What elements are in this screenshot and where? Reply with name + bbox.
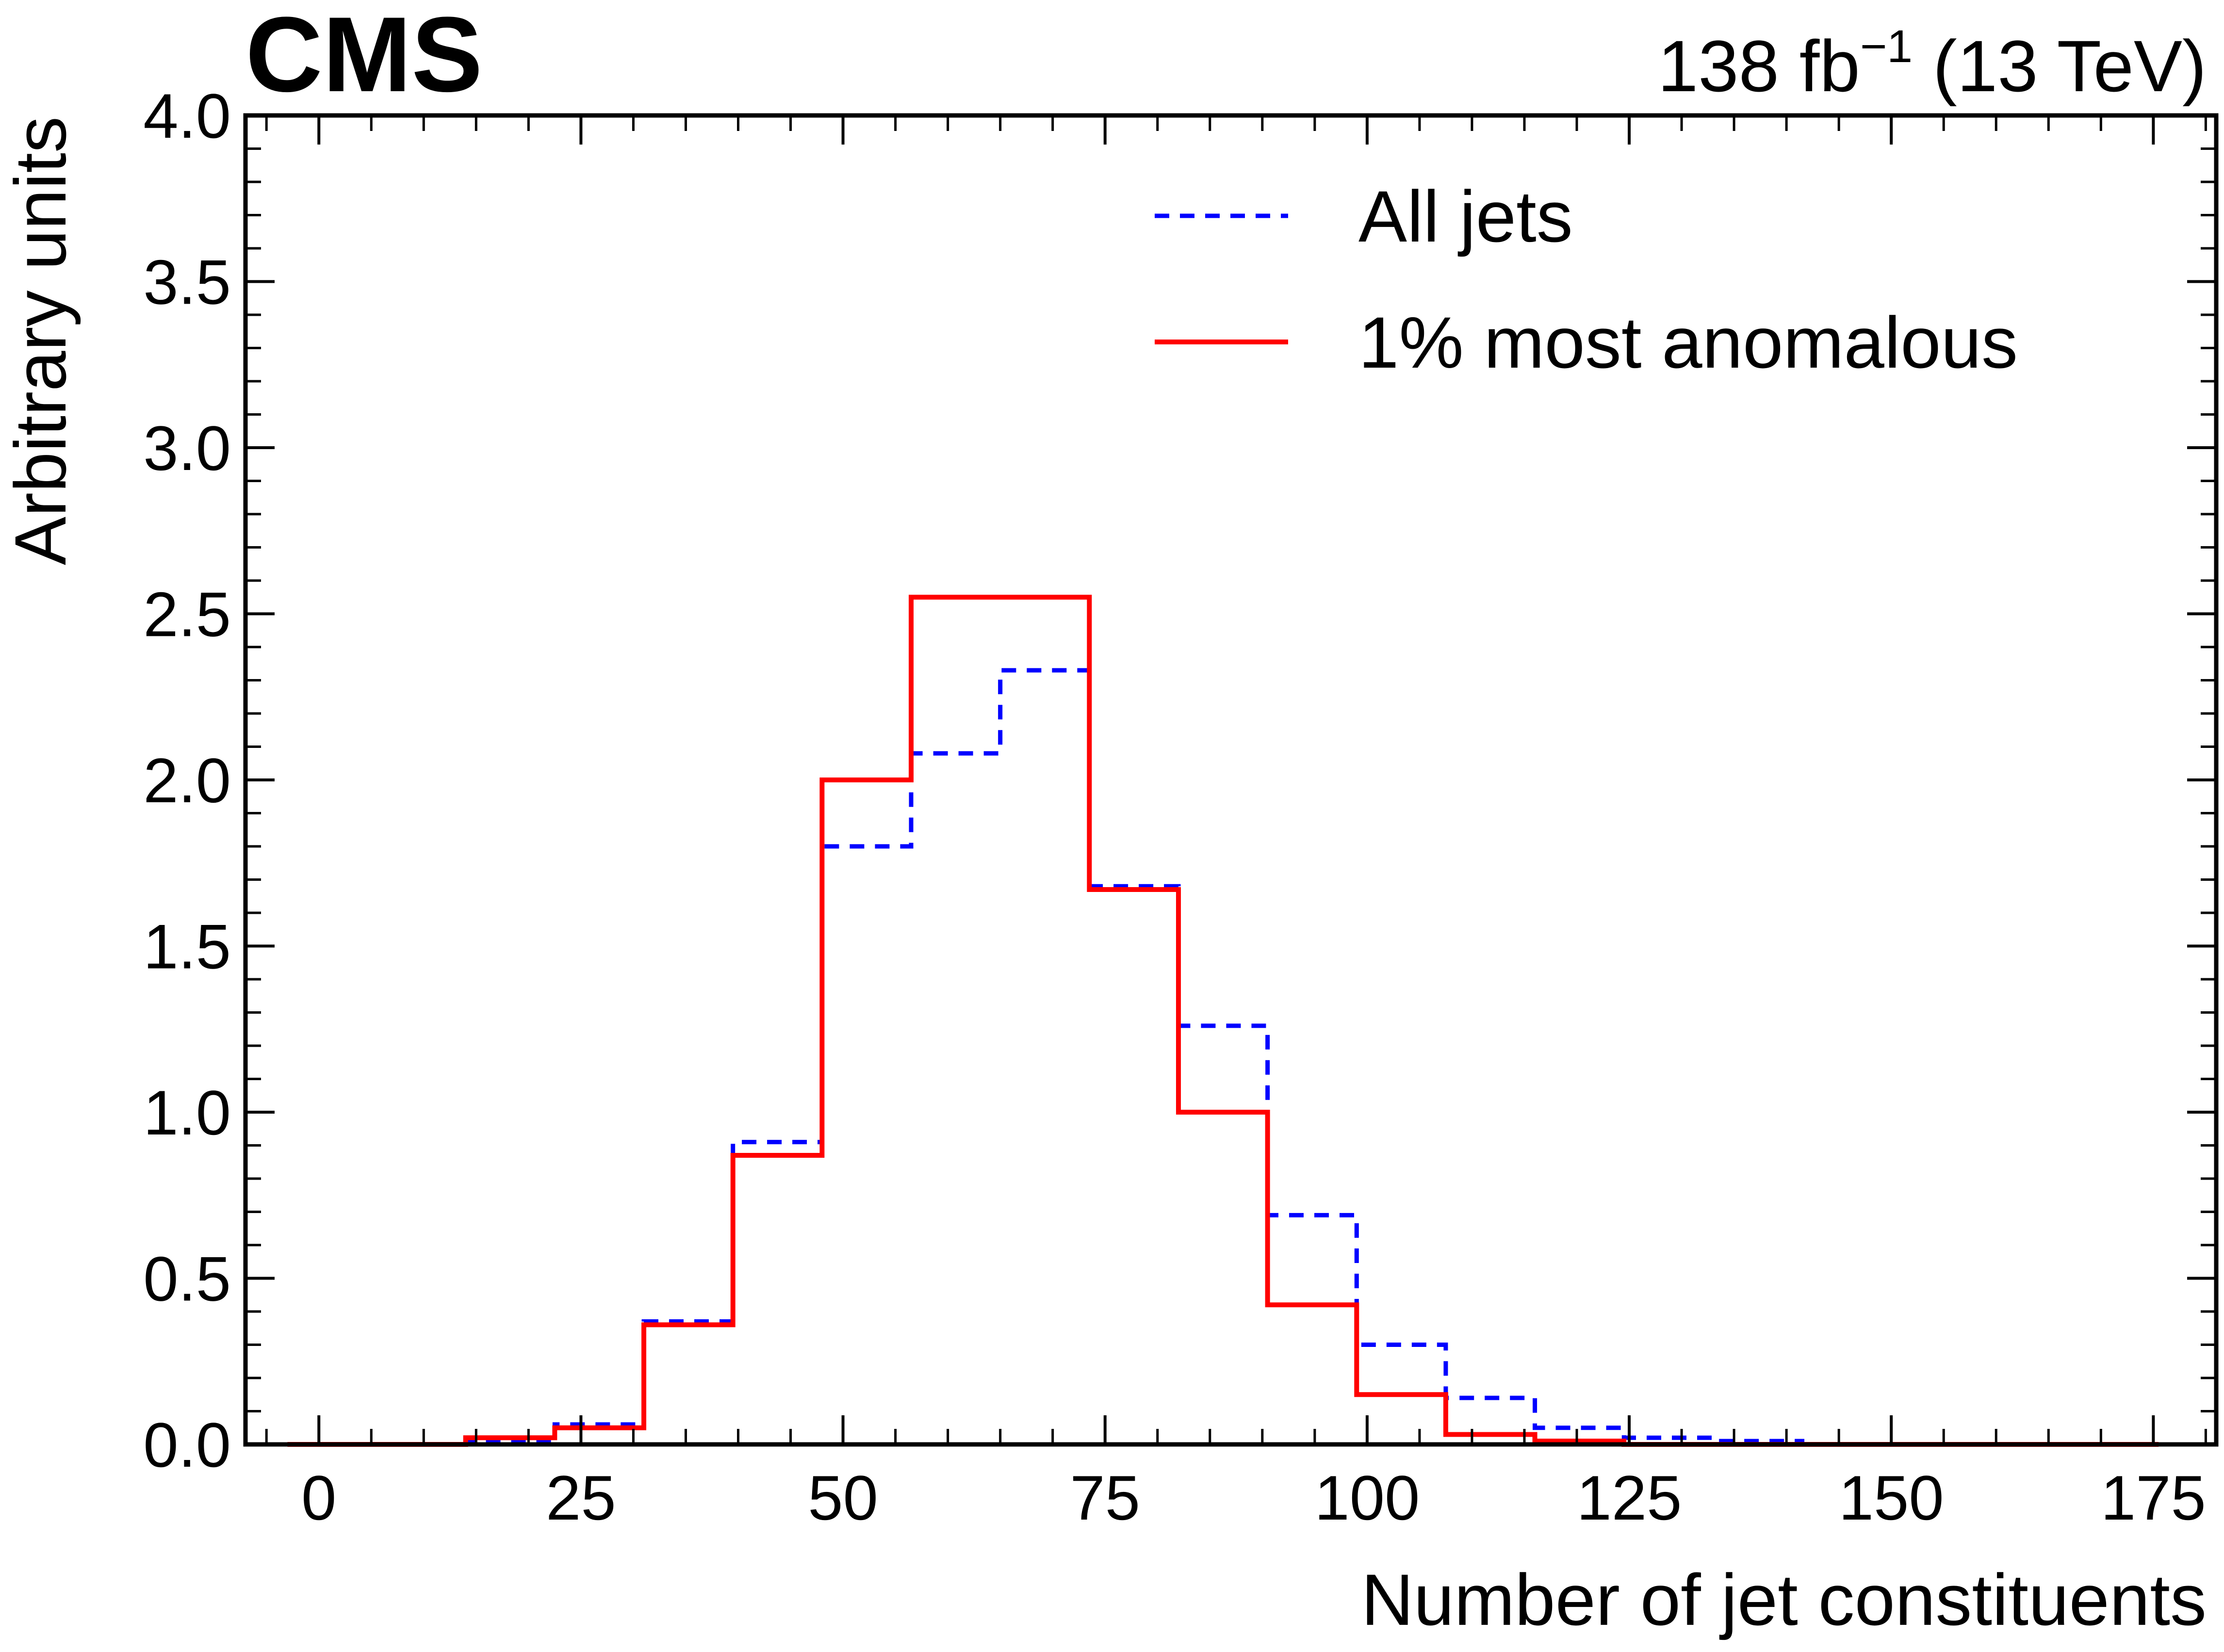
legend: All jets 1% most anomalous — [1155, 176, 2018, 383]
legend-label-most-anomalous: 1% most anomalous — [1358, 302, 2018, 383]
x-tick-label: 125 — [1577, 1462, 1682, 1533]
y-tick-label: 0.5 — [143, 1244, 231, 1314]
y-tick-label: 1.5 — [143, 911, 231, 982]
plot-area: 0 25 50 75 100 125 150 175 0.0 0.5 1.0 1.5 2.0 2.5 3.0… — [143, 81, 2219, 1533]
y-tick-label: 4.0 — [143, 81, 231, 151]
y-tick-label: 0.0 — [143, 1409, 231, 1480]
experiment-label: CMS — [245, 0, 483, 114]
x-tick-label: 75 — [1070, 1462, 1140, 1533]
lumi-energy: (13 TeV) — [1913, 25, 2207, 107]
x-tick-label: 175 — [2101, 1462, 2206, 1533]
x-axis-title: Number of jet constituents — [1361, 1559, 2207, 1640]
x-tick-label: 150 — [1839, 1462, 1944, 1533]
x-tick-label: 100 — [1314, 1462, 1420, 1533]
x-tick-label: 0 — [301, 1462, 336, 1533]
y-tick-label: 2.5 — [143, 579, 231, 650]
y-tick-label: 1.0 — [143, 1077, 231, 1148]
lumi-value: 138 fb — [1658, 25, 1860, 107]
y-tick-label: 2.0 — [143, 745, 231, 816]
luminosity-label: 138 fb−1 (13 TeV) — [1658, 21, 2207, 107]
y-tick-label: 3.5 — [143, 247, 231, 318]
x-tick-label: 50 — [808, 1462, 878, 1533]
legend-label-all-jets: All jets — [1358, 176, 1573, 257]
y-tick-label: 3.0 — [143, 413, 231, 484]
lumi-exponent: −1 — [1860, 21, 1913, 72]
x-tick-label: 25 — [546, 1462, 616, 1533]
y-axis-title: Arbitrary units — [0, 116, 81, 565]
